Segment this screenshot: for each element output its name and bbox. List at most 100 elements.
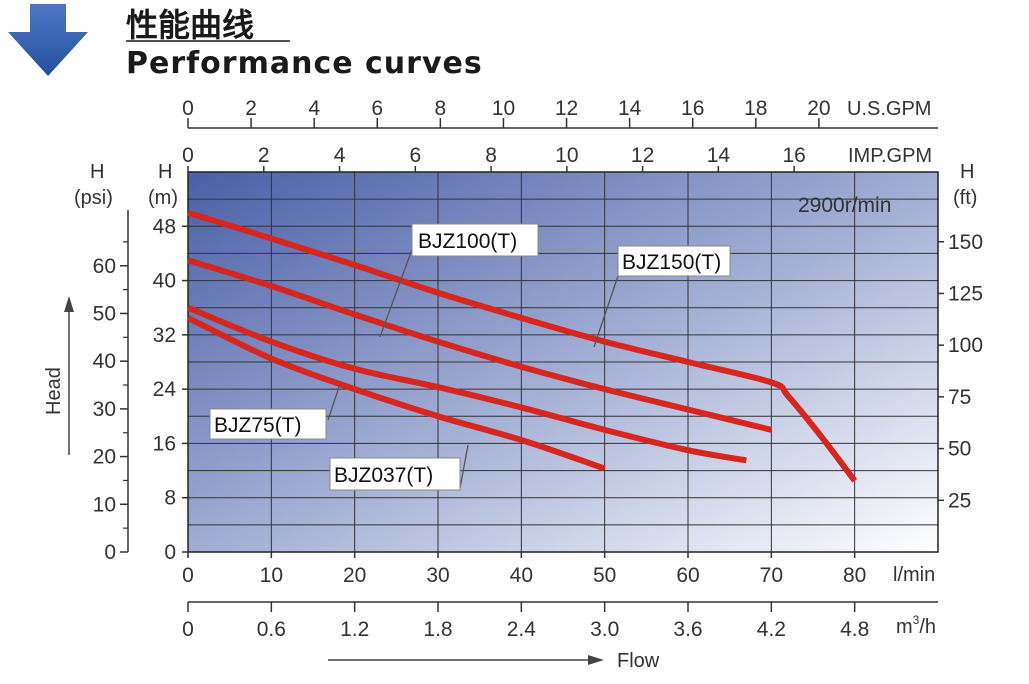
unit-psi-top: H [90,161,104,183]
axis-ft-tick-label: 150 [948,231,983,254]
x-axis-usgpm: 0 2 4 6 8 10 12 14 16 18 20 [182,97,938,129]
curve-bjz037t [186,315,606,472]
title-en: Performance curves [126,46,483,81]
axis-usgpm-tick-label: 12 [555,97,578,120]
axis-impgpm-tick-label: 10 [555,144,578,167]
axis-m3h-tick-label: 1.2 [340,618,369,641]
axis-m3h-tick-label: 0.6 [257,618,286,641]
axis-lpm-tick-label: 20 [343,564,366,587]
speed-note: 2900r/min [798,194,891,217]
unit-m3h-base: m [896,616,913,638]
axis-lpm-tick-label: 40 [510,564,533,587]
arrow-down-icon [8,4,88,76]
y-axis-m: 0 8 16 24 32 40 48 [153,215,188,564]
unit-ft-bottom: (ft) [953,187,977,209]
axis-ft-tick-label: 100 [948,334,983,357]
axis-impgpm-tick-label: 8 [485,144,497,167]
y-axis-psi: 0 10 20 30 40 50 60 [93,210,129,564]
axis-usgpm-tick-label: 2 [245,97,257,120]
curve-group [186,209,858,483]
axis-usgpm-tick-label: 18 [744,97,767,120]
axis-psi-tick-label: 50 [93,302,116,325]
axis-m-tick-label: 48 [153,215,176,238]
axis-impgpm-tick-label: 2 [258,144,270,167]
x-axis-impgpm: 0 2 4 6 8 10 12 14 16 [182,144,806,172]
axis-m3h-tick-label: 4.2 [757,618,786,641]
axis-m3h-tick-label: 3.0 [590,618,619,641]
axis-usgpm-tick-label: 6 [371,97,383,120]
axis-m-tick-label: 8 [164,487,176,510]
axis-lpm-tick-label: 80 [843,564,866,587]
axis-usgpm-tick-label: 10 [492,97,515,120]
axis-m3h-tick-label: 2.4 [507,618,537,641]
unit-impgpm: IMP.GPM [848,145,932,167]
axis-m-tick-label: 40 [153,270,176,293]
title-cn: 性能曲线 [126,6,254,44]
series-label-bjz100-text: BJZ100(T) [418,230,517,253]
head-arrow-icon [64,296,74,312]
axis-m-tick-label: 0 [164,541,176,564]
axis-ft-tick-label: 50 [948,438,971,461]
axis-impgpm-tick-label: 6 [409,144,421,167]
axis-ft-tick-label: 25 [948,489,971,512]
axis-psi-tick-label: 0 [104,541,116,564]
axis-impgpm-tick-label: 16 [782,144,805,167]
axis-lpm-tick-label: 30 [426,564,449,587]
series-label-bjz037-text: BJZ037(T) [334,464,433,487]
axis-usgpm-tick-label: 20 [807,97,830,120]
axis-ft-tick-label: 125 [948,282,983,305]
axis-impgpm-tick-label: 0 [182,144,194,167]
axis-psi-tick-label: 60 [93,255,116,278]
axis-usgpm-tick-label: 0 [182,97,194,120]
axis-psi-tick-label: 30 [93,398,116,421]
unit-m-bottom: (m) [148,187,178,209]
axis-psi-tick-label: 20 [93,446,116,469]
x-axis-title: Flow [617,650,660,672]
series-label-bjz75: BJZ75(T) [209,408,327,440]
x-axis-m3h: 0 0.6 1.2 1.8 2.4 3.0 3.6 4.2 4.8 [182,601,938,641]
axis-lpm-tick-label: 0 [182,564,194,587]
axis-ft-tick-label: 75 [948,386,971,409]
label-leaders [327,243,621,489]
axis-m-tick-label: 16 [153,432,176,455]
series-label-bjz037: BJZ037(T) [329,457,461,491]
axis-impgpm-tick-label: 4 [334,144,346,167]
plot-border [187,171,939,553]
axis-usgpm-tick-label: 8 [435,97,447,120]
grid-lines [188,172,938,552]
unit-m3h: m3/h [896,613,936,638]
axis-m3h-tick-label: 3.6 [673,618,702,641]
unit-ft-top: H [960,161,974,183]
unit-m3h-tail: /h [919,616,936,638]
axis-lpm-tick-label: 70 [760,564,783,587]
axis-lpm-tick-label: 10 [260,564,283,587]
unit-m-top: H [158,161,172,183]
series-label-bjz150: BJZ150(T) [617,245,731,277]
axis-usgpm-tick-label: 4 [308,97,320,120]
axis-m-tick-label: 24 [153,378,177,401]
unit-psi-bottom: (psi) [74,187,113,209]
axis-impgpm-tick-label: 14 [707,144,731,167]
unit-usgpm: U.S.GPM [847,98,931,120]
series-label-bjz75-text: BJZ75(T) [214,414,302,437]
axis-usgpm-tick-label: 14 [618,97,642,120]
curve-bjz100t [187,209,858,483]
axis-impgpm-tick-label: 12 [631,144,654,167]
curve-bjz150t [187,257,773,433]
series-label-bjz150-text: BJZ150(T) [622,251,721,274]
y-axis-ft: 25 50 75 100 125 150 [938,231,983,512]
axis-usgpm-tick-label: 16 [681,97,704,120]
axis-lpm-tick-label: 50 [593,564,616,587]
unit-m3h-sup: 3 [913,613,920,627]
unit-lpm: l/min [893,564,935,586]
curve-bjz75t [186,304,747,464]
x-axis-lpm: 0 10 20 30 40 50 60 70 80 [182,552,866,587]
axis-lpm-tick-label: 60 [676,564,699,587]
axis-m3h-tick-label: 1.8 [423,618,452,641]
axis-m3h-tick-label: 4.8 [840,618,869,641]
y-axis-title: Head [43,367,65,415]
axis-m-tick-label: 32 [153,324,176,347]
axis-m3h-tick-label: 0 [182,618,194,641]
axis-psi-tick-label: 10 [93,493,116,516]
